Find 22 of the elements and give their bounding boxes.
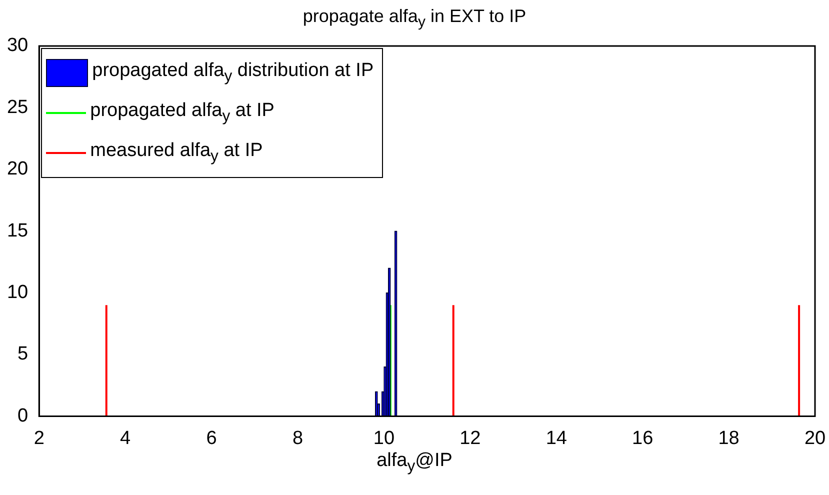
x-tick-label: 18: [718, 428, 740, 449]
x-tick-label: 2: [34, 428, 44, 449]
chart-title: propagate alfa$_{y}$ in EXT to IP: [302, 6, 528, 31]
y-tick-label: 5: [18, 344, 28, 365]
legend-label: propagated alfa$_{y}$ distribution at IP: [92, 60, 374, 86]
x-tick-label: 14: [546, 428, 568, 449]
y-tick-label: 15: [6, 220, 28, 242]
x-tick-label: 12: [460, 428, 481, 449]
x-tick-label: 8: [292, 428, 304, 449]
x-tick-label: 16: [632, 428, 654, 449]
y-tick-label: 0: [18, 405, 28, 426]
x-tick-label: 6: [206, 428, 217, 449]
y-tick-label: 10: [6, 282, 28, 304]
y-tick-label: 30: [6, 35, 28, 56]
legend-label: propagated alfa$_{y}$ at IP: [90, 100, 274, 126]
x-tick-label: 10: [373, 428, 395, 449]
y-tick-label: 20: [6, 158, 28, 180]
x-tick-label: 4: [120, 428, 132, 449]
legend-label: measured alfa$_{y}$ at IP: [90, 140, 263, 166]
y-tick-label: 25: [6, 96, 28, 118]
x-axis-title: alfa$_{y}$@IP: [376, 450, 454, 476]
x-tick-label: 20: [804, 428, 826, 449]
